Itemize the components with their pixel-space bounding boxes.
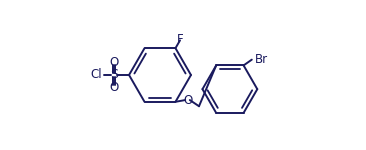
Text: F: F [177,33,184,46]
Text: O: O [183,94,192,106]
Text: O: O [109,81,119,94]
Text: O: O [109,56,119,69]
Text: Cl: Cl [90,69,102,81]
Text: Br: Br [254,53,268,66]
Text: S: S [110,69,118,81]
